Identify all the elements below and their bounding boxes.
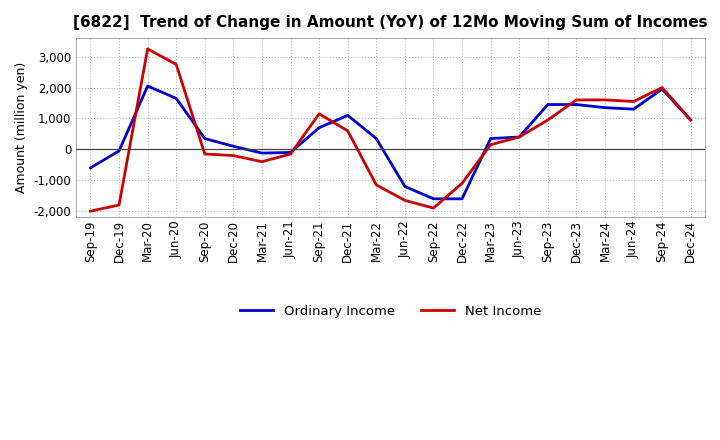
- Ordinary Income: [600, 105, 609, 110]
- Net Income: [515, 134, 523, 139]
- Ordinary Income: [686, 117, 695, 123]
- Net Income: [172, 62, 181, 67]
- Ordinary Income: [515, 134, 523, 139]
- Net Income: [229, 153, 238, 158]
- Ordinary Income: [86, 165, 95, 171]
- Net Income: [372, 182, 381, 187]
- Title: [6822]  Trend of Change in Amount (YoY) of 12Mo Moving Sum of Incomes: [6822] Trend of Change in Amount (YoY) o…: [73, 15, 708, 30]
- Legend: Ordinary Income, Net Income: Ordinary Income, Net Income: [235, 299, 546, 323]
- Ordinary Income: [458, 196, 467, 202]
- Ordinary Income: [486, 136, 495, 141]
- Ordinary Income: [143, 83, 152, 88]
- Net Income: [343, 128, 352, 133]
- Net Income: [114, 202, 123, 208]
- Ordinary Income: [258, 150, 266, 156]
- Net Income: [258, 159, 266, 165]
- Ordinary Income: [200, 136, 209, 141]
- Net Income: [458, 181, 467, 186]
- Ordinary Income: [343, 113, 352, 118]
- Net Income: [600, 97, 609, 103]
- Ordinary Income: [287, 150, 295, 155]
- Ordinary Income: [372, 136, 381, 141]
- Net Income: [287, 151, 295, 157]
- Net Income: [544, 117, 552, 123]
- Net Income: [629, 99, 638, 104]
- Net Income: [143, 46, 152, 51]
- Net Income: [315, 111, 323, 117]
- Ordinary Income: [572, 102, 581, 107]
- Net Income: [86, 209, 95, 214]
- Net Income: [686, 117, 695, 123]
- Ordinary Income: [229, 143, 238, 149]
- Line: Net Income: Net Income: [91, 49, 690, 211]
- Ordinary Income: [172, 96, 181, 101]
- Net Income: [400, 198, 409, 203]
- Ordinary Income: [544, 102, 552, 107]
- Line: Ordinary Income: Ordinary Income: [91, 86, 690, 199]
- Y-axis label: Amount (million yen): Amount (million yen): [15, 62, 28, 193]
- Ordinary Income: [400, 184, 409, 189]
- Ordinary Income: [114, 148, 123, 154]
- Net Income: [486, 142, 495, 147]
- Net Income: [429, 205, 438, 211]
- Net Income: [572, 97, 581, 103]
- Ordinary Income: [658, 87, 667, 92]
- Ordinary Income: [429, 196, 438, 202]
- Net Income: [658, 85, 667, 90]
- Net Income: [200, 151, 209, 157]
- Ordinary Income: [315, 125, 323, 130]
- Ordinary Income: [629, 106, 638, 112]
